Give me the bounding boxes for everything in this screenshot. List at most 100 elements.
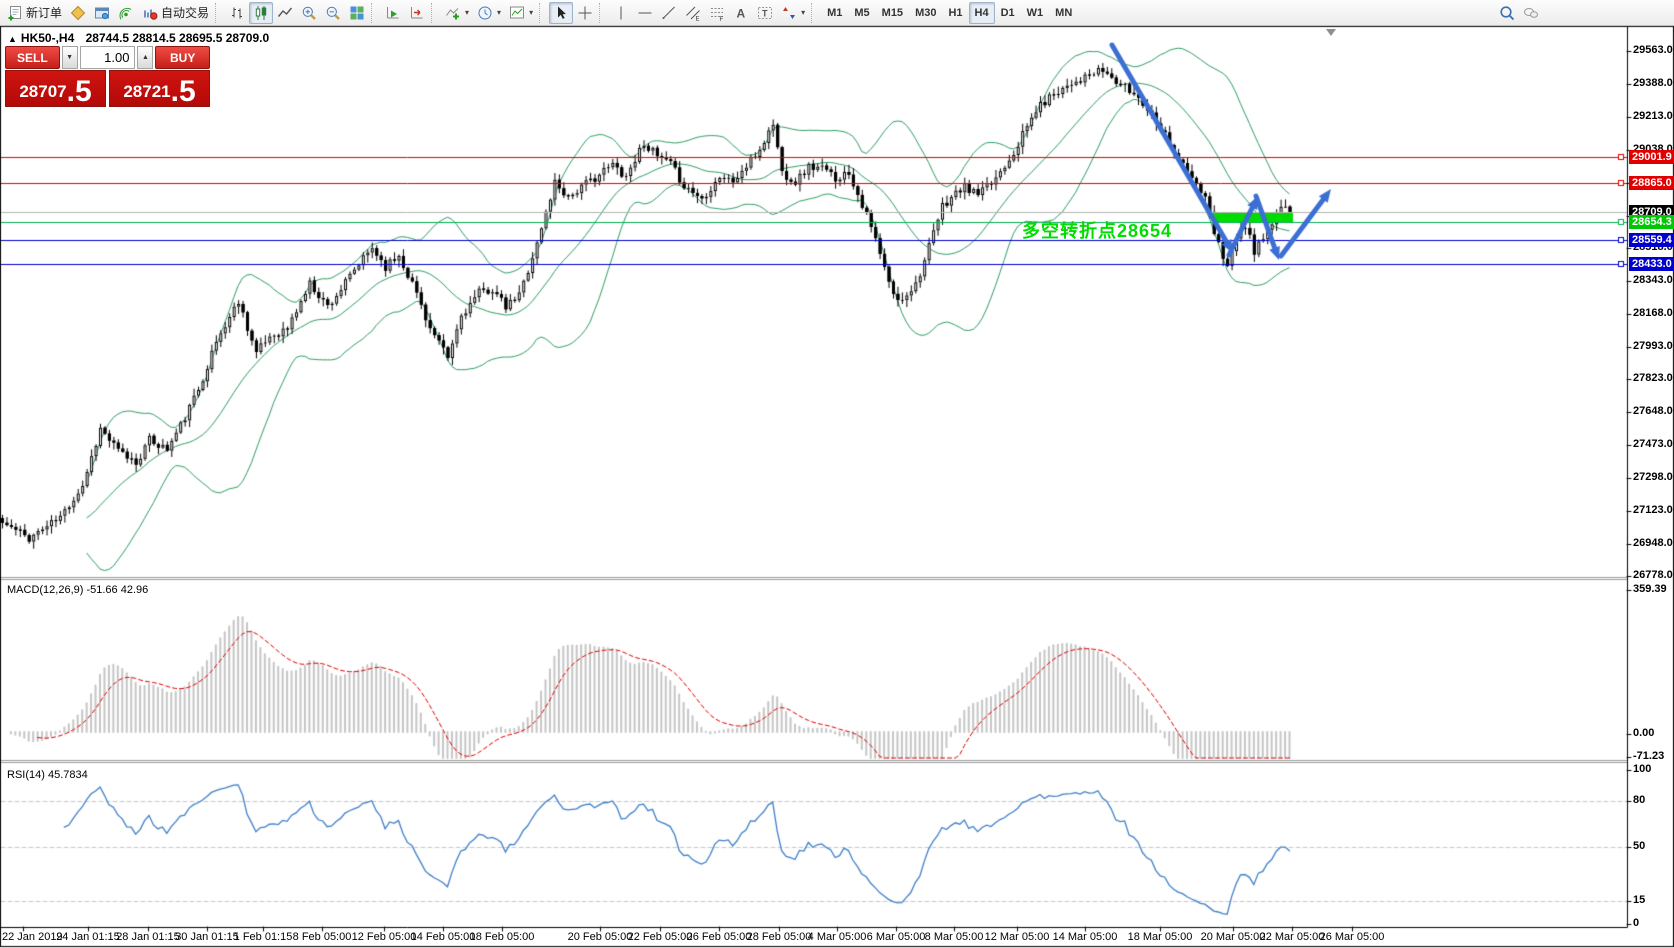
text-button[interactable]: A xyxy=(729,2,753,24)
crosshair-button[interactable] xyxy=(573,2,597,24)
community-button[interactable] xyxy=(1519,2,1543,24)
timeframe-m1-button[interactable]: M1 xyxy=(827,6,843,19)
auto-scroll-button[interactable] xyxy=(381,2,405,24)
timeframe-m5-button[interactable]: M5 xyxy=(854,6,870,19)
auto-scroll-icon xyxy=(385,5,401,21)
arrows-icon xyxy=(781,5,797,21)
price-level-badge[interactable]: 28433.0 xyxy=(1629,257,1674,272)
trendline-button[interactable] xyxy=(657,2,681,24)
chevron-down-icon[interactable]: ▾ xyxy=(497,8,502,17)
equidistant-channel-button[interactable]: E xyxy=(681,2,705,24)
label-icon: T xyxy=(757,5,773,21)
indicators-button[interactable]: ▾ xyxy=(441,2,473,24)
autotrading-button[interactable]: 自动交易 xyxy=(138,2,213,24)
indicators-icon xyxy=(445,5,461,21)
collapse-trade-panel-icon[interactable]: ▲ xyxy=(8,34,17,44)
time-axis-label: 8 Mar 05:00 xyxy=(924,931,984,943)
sell-price[interactable]: 28707.5 xyxy=(5,70,106,107)
signals-icon xyxy=(118,5,134,21)
buy-price[interactable]: 28721.5 xyxy=(109,70,210,107)
time-axis-label: 28 Feb 05:00 xyxy=(746,931,812,943)
fibonacci-button[interactable]: F xyxy=(705,2,729,24)
terminal-icon xyxy=(94,5,110,21)
signals-button[interactable] xyxy=(114,2,138,24)
volume-down-button[interactable]: ▼ xyxy=(61,46,78,69)
bar-chart-icon xyxy=(229,5,245,21)
chart-shift-marker-icon[interactable] xyxy=(1326,29,1336,36)
clock-icon xyxy=(477,5,493,21)
vertical-line-button[interactable] xyxy=(609,2,633,24)
timeframe-m30-button[interactable]: M30 xyxy=(915,6,937,19)
chevron-down-icon[interactable]: ▾ xyxy=(465,8,470,17)
time-axis-label: 26 Mar 05:00 xyxy=(1319,931,1385,943)
time-axis-label: 6 Mar 05:00 xyxy=(866,931,926,943)
price-axis-tick: 28168.0 xyxy=(1633,306,1673,319)
chevron-down-icon[interactable]: ▾ xyxy=(529,8,534,17)
vline-icon xyxy=(613,5,629,21)
chart-shift-button[interactable] xyxy=(405,2,429,24)
price-axis-tick: 27473.0 xyxy=(1633,437,1673,450)
rsi-axis-tick: 15 xyxy=(1633,893,1646,906)
bar-chart-button[interactable] xyxy=(225,2,249,24)
price-level-badge[interactable]: 28865.0 xyxy=(1629,175,1674,190)
price-axis-tick: 27823.0 xyxy=(1633,372,1673,384)
svg-text:F: F xyxy=(720,16,724,20)
toolbar: 新订单 自动交易 ▾ ▾ ▾ E F A T ▾ M1 M5 M15 M30 H1 H4 D1 W1 MN xyxy=(0,0,1674,26)
new-order-button[interactable]: 新订单 xyxy=(3,2,66,24)
zoom-in-button[interactable] xyxy=(297,2,321,24)
periods-button[interactable]: ▾ xyxy=(473,2,505,24)
rsi-axis-tick: 0 xyxy=(1633,917,1640,929)
timeframe-h1-button[interactable]: H1 xyxy=(948,6,963,19)
autotrading-icon xyxy=(142,5,158,21)
buy-price-main: 28721 xyxy=(123,82,171,101)
line-chart-button[interactable] xyxy=(273,2,297,24)
new-order-icon xyxy=(7,5,23,21)
rsi-indicator-label: RSI(14) 45.7834 xyxy=(7,769,88,781)
timeframe-d1-button[interactable]: D1 xyxy=(1000,6,1015,19)
price-level-badge[interactable]: 28559.4 xyxy=(1629,233,1674,248)
chevron-down-icon[interactable]: ▾ xyxy=(801,8,806,17)
price-level-badge[interactable]: 28654.3 xyxy=(1629,215,1674,230)
macd-axis-tick: 0.00 xyxy=(1633,727,1655,739)
price-level-badge[interactable]: 29001.9 xyxy=(1629,149,1674,164)
candlestick-button[interactable] xyxy=(249,1,274,24)
time-axis-label: 12 Feb 05:00 xyxy=(351,931,417,943)
price-axis-tick: 29213.0 xyxy=(1633,109,1673,122)
arrows-button[interactable]: ▾ xyxy=(777,2,809,24)
price-axis-tick: 27123.0 xyxy=(1633,503,1673,516)
rsi-axis-tick: 100 xyxy=(1633,763,1652,775)
zoom-out-button[interactable] xyxy=(321,2,345,24)
volume-up-button[interactable]: ▲ xyxy=(137,46,154,69)
toolbar-separator xyxy=(539,2,547,23)
template-icon xyxy=(509,5,525,21)
cursor-button[interactable] xyxy=(549,1,574,24)
time-axis-label: 12 Mar 05:00 xyxy=(984,931,1050,943)
timeframe-w1-button[interactable]: W1 xyxy=(1026,6,1044,19)
search-button[interactable] xyxy=(1495,2,1519,24)
timeframe-m15-button[interactable]: M15 xyxy=(881,6,904,19)
terminal-button[interactable] xyxy=(90,2,114,24)
horizontal-line-button[interactable] xyxy=(633,2,657,24)
timeframe-mn-button[interactable]: MN xyxy=(1055,6,1073,19)
annotation-text: 多空转折点28654 xyxy=(1022,221,1173,241)
candlestick-icon xyxy=(253,5,269,21)
templates-button[interactable]: ▾ xyxy=(505,2,537,24)
timeframe-h4-button[interactable]: H4 xyxy=(968,1,995,24)
buy-button[interactable]: BUY xyxy=(155,46,210,69)
one-click-trading-panel: SELL ▼ 1.00 ▲ BUY 28707.5 28721.5 xyxy=(5,46,210,107)
zoom-out-icon xyxy=(325,5,341,21)
chart-shift-icon xyxy=(409,5,425,21)
tile-windows-button[interactable] xyxy=(345,2,369,24)
text-label-button[interactable]: T xyxy=(753,2,777,24)
metaeditor-button[interactable] xyxy=(66,2,90,24)
price-axis-tick: 29563.0 xyxy=(1633,44,1673,56)
time-axis-label: 18 Mar 05:00 xyxy=(1127,931,1193,943)
time-axis-label: 14 Feb 05:00 xyxy=(410,931,476,943)
time-axis-label: 8 Feb 05:00 xyxy=(292,931,352,943)
price-axis-tick: 26778.0 xyxy=(1633,569,1673,581)
price-axis-tick: 27648.0 xyxy=(1633,404,1673,417)
volume-input[interactable]: 1.00 xyxy=(79,46,136,69)
sell-button[interactable]: SELL xyxy=(5,46,60,69)
cursor-icon xyxy=(553,5,569,21)
